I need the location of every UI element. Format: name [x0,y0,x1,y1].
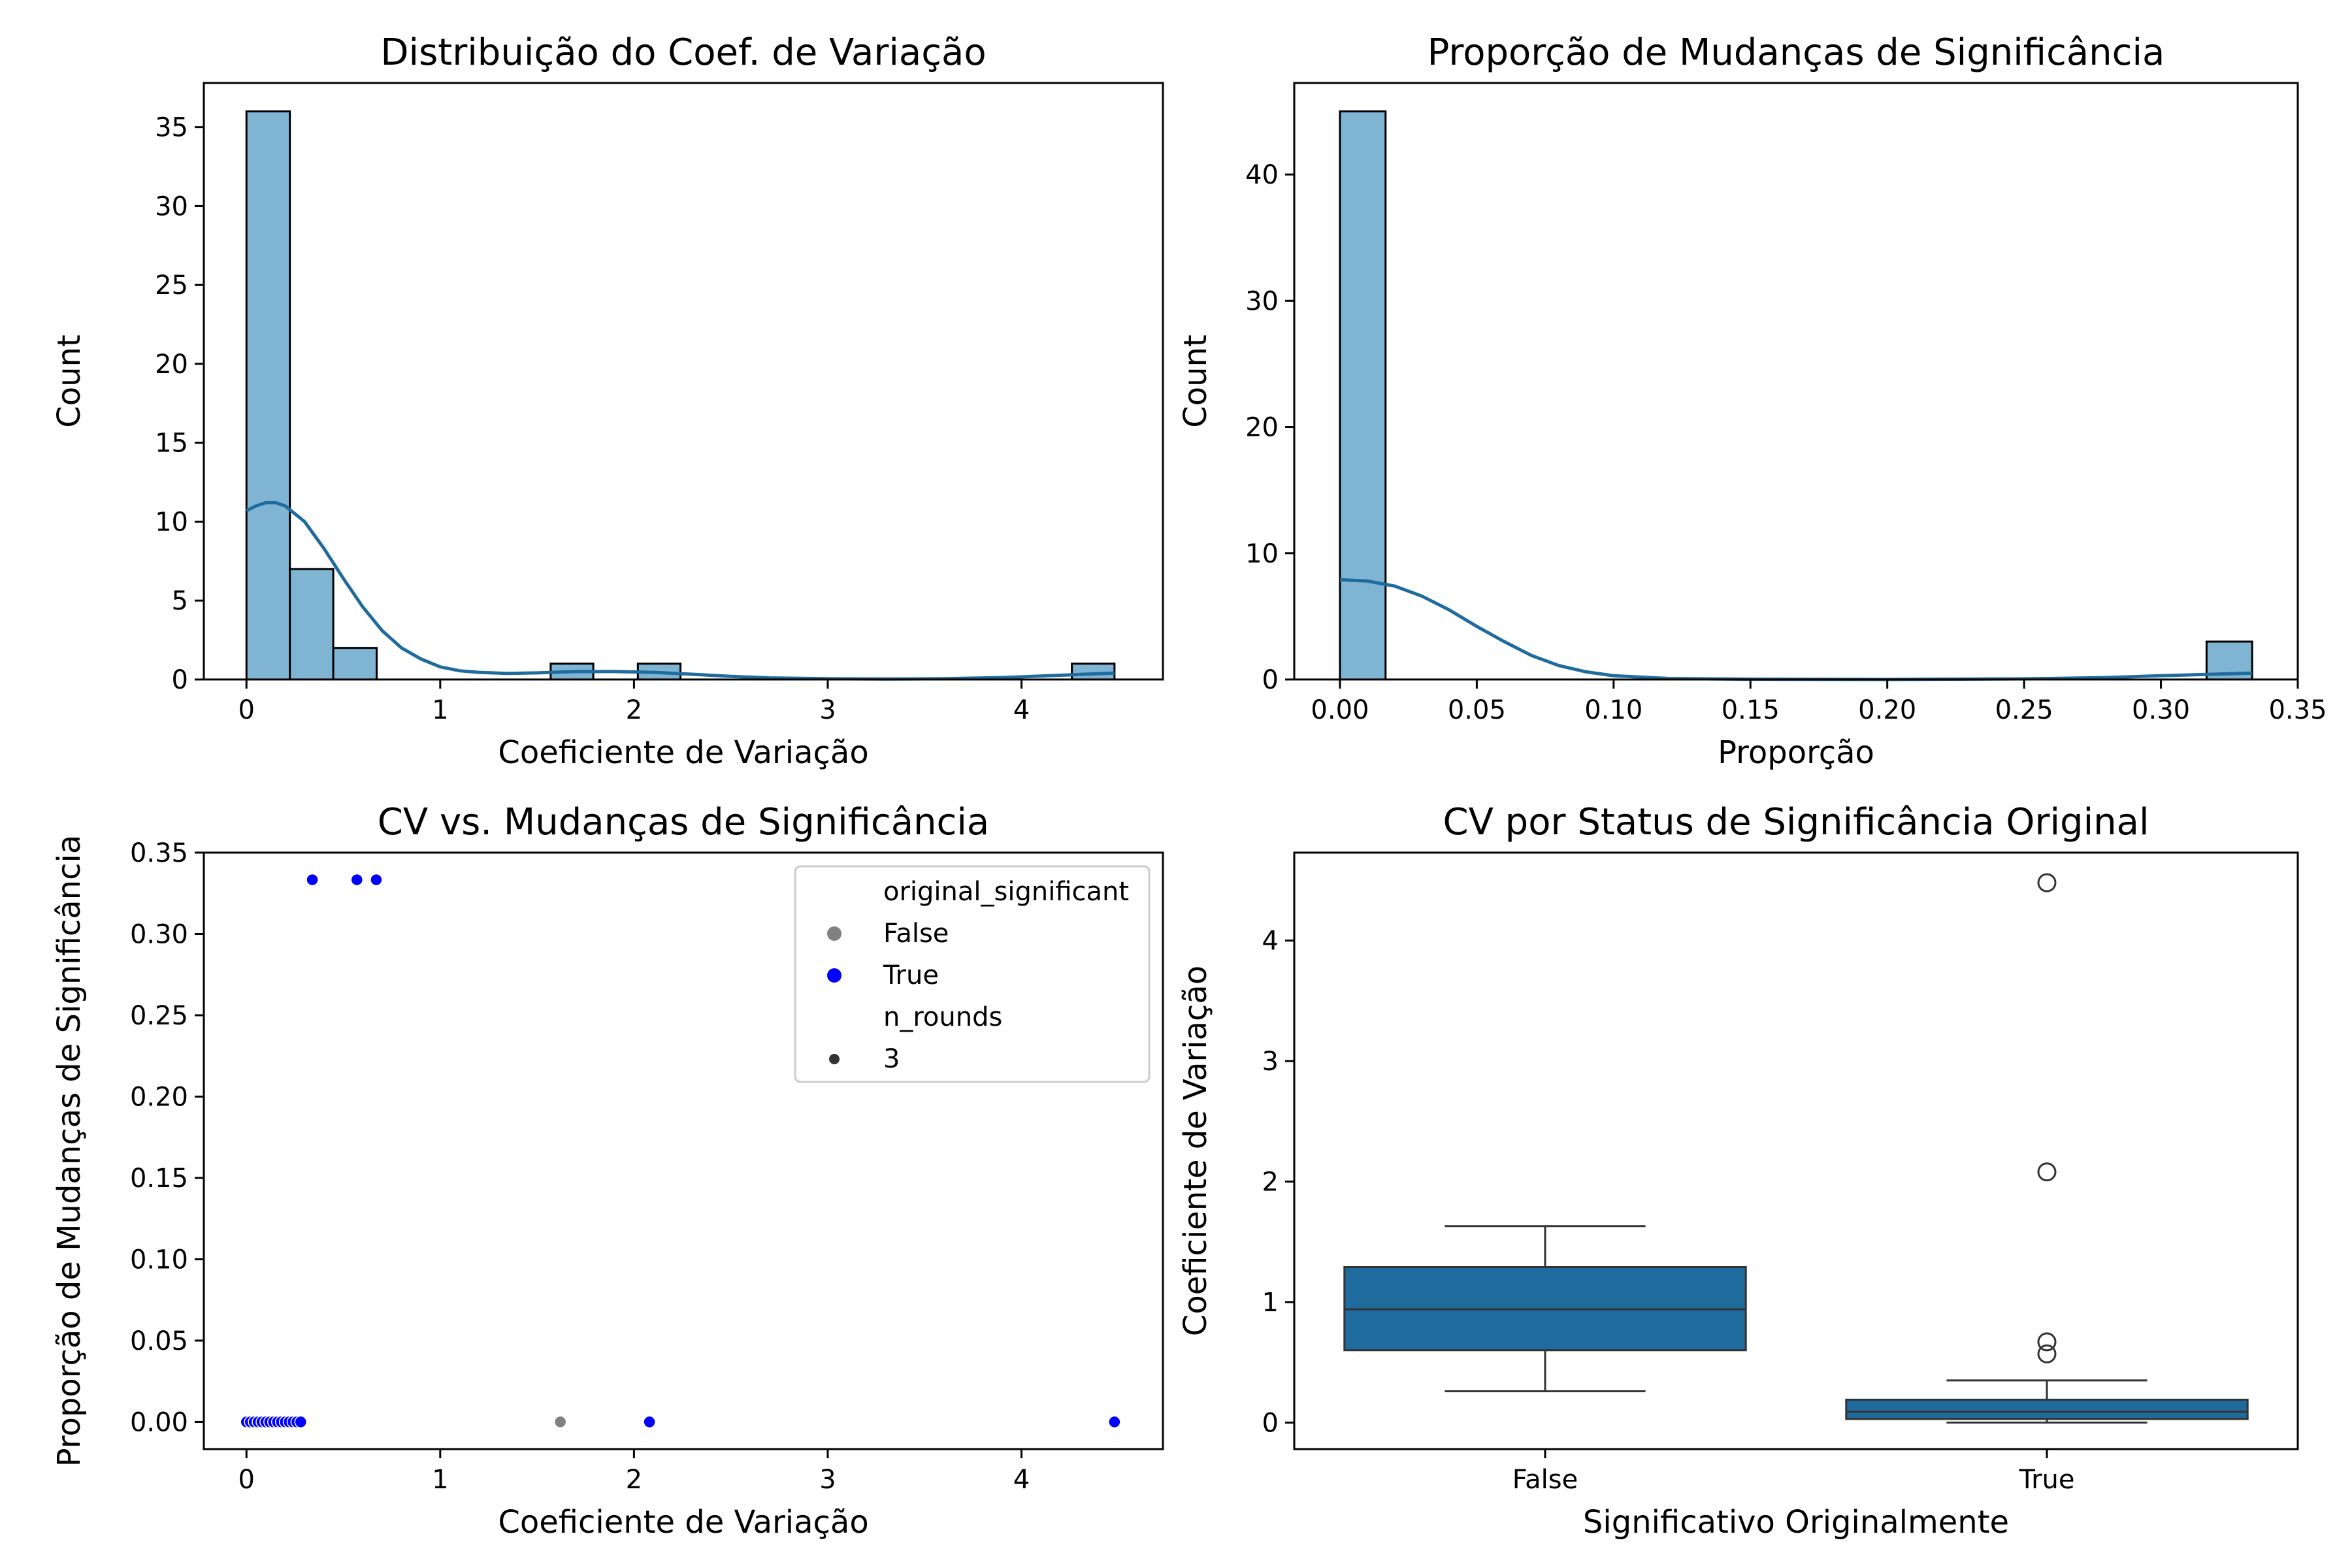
x-tick-label: 0.25 [1995,695,2053,725]
chart-title: CV vs. Mudanças de Significância [378,801,989,843]
x-tick-label: 0.00 [1311,695,1369,725]
x-tick-label: 0 [238,1465,255,1495]
x-tick-label: 0.20 [1858,695,1916,725]
x-tick-label: 0.35 [2268,695,2327,725]
y-tick-label: 20 [155,350,188,380]
x-tick-label: 4 [1013,1465,1030,1495]
legend-label: False [883,919,949,949]
x-tick-label: 1 [432,1465,448,1495]
scatter-point [643,1415,656,1429]
scatter-panel: 0 1 2 3 4 0.00 0.05 0.10 0.15 0.20 0.25 0.30 0.35 CV … [51,801,1164,1541]
plot-frame [203,82,1164,681]
y-tick-label: 2 [1262,1168,1279,1198]
y-tick-label: 0.20 [130,1082,188,1112]
legend-title-size: n_rounds [883,1002,1002,1032]
y-axis-label: Coeficiente de Variação [1177,966,1214,1336]
y-tick-label: 15 [155,429,188,459]
histogram-bar [1071,662,1116,681]
plot-frame [203,851,1164,1450]
histogram-panel-2: 0.00 0.05 0.10 0.15 0.20 0.25 0.30 0.35 0 10 20 30 4… [1177,31,2327,771]
y-tick-label: 35 [155,113,188,143]
legend-marker [829,1054,840,1064]
y-tick-label: 25 [155,270,188,301]
y-tick-label: 0.25 [130,1001,188,1031]
y-tick-label: 1 [1262,1288,1279,1318]
x-axis-label: Coeficiente de Variação [498,734,868,771]
y-tick-label: 5 [172,586,188,616]
y-axis-label: Count [1177,335,1214,428]
histogram-panel-1: 0 1 2 3 4 0 5 10 15 20 25 30 35 Distribuição do Coef.… [51,31,1164,771]
outlier-point [2037,873,2057,892]
y-axis-label: Proporção de Mudanças de Significância [51,835,88,1467]
x-tick-label: 0 [238,695,255,725]
x-tick-label: True [2019,1465,2075,1495]
x-axis-label: Significativo Originalmente [1583,1504,2009,1541]
histogram-bar [245,110,291,681]
histogram-bar [1339,110,1387,681]
y-tick-label: 20 [1245,413,1279,443]
legend-marker [827,968,841,983]
y-tick-label: 0.35 [130,838,188,868]
legend: original_significant False True n_rounds 3 [794,865,1151,1083]
plot-frame [1293,851,2299,1450]
y-tick-label: 0.05 [130,1326,188,1356]
box-false [1343,1225,1747,1392]
kde-curve [1339,578,2253,681]
y-tick-label: 0.15 [130,1164,188,1194]
scatter-point [553,1415,567,1429]
box-iqr [1845,1398,2249,1420]
x-tick-label: 3 [819,1465,836,1495]
y-tick-label: 40 [1245,160,1279,190]
legend-box [794,865,1151,1083]
outlier-point [2037,1332,2057,1352]
histogram-bar [332,647,378,681]
x-tick-label: 0.10 [1584,695,1642,725]
y-tick-label: 4 [1262,926,1279,956]
legend-marker [827,926,841,941]
scatter-point [306,873,319,887]
x-tick-label: 4 [1013,695,1030,725]
x-tick-label: 2 [626,1465,642,1495]
outlier-point [2037,1162,2057,1182]
legend-title-hue: original_significant [883,877,1129,907]
chart-title: Proporção de Mudanças de Significância [1428,31,2165,74]
x-tick-label: 0.05 [1448,695,1506,725]
chart-title: CV por Status de Significância Original [1443,801,2149,843]
chart-title: Distribuição do Coef. de Variação [380,31,986,74]
box-true [1845,873,2249,1424]
outlier-point [2037,1344,2057,1364]
x-tick-label: 0.30 [2132,695,2190,725]
x-tick-label: 3 [819,695,836,725]
y-tick-label: 30 [155,191,188,221]
boxplot-panel: False True 0 1 2 3 4 CV por Status de Significâ… [1177,801,2299,1541]
x-tick-label: 0.15 [1722,695,1780,725]
y-tick-label: 3 [1262,1047,1279,1077]
x-axis-label: Coeficiente de Variação [498,1504,868,1541]
legend-label: True [883,960,939,990]
x-tick-label: 1 [432,695,448,725]
x-tick-label: 2 [626,695,642,725]
y-tick-label: 0 [1262,665,1279,695]
legend-label: 3 [883,1044,900,1074]
scatter-point [294,1415,308,1429]
y-axis-label: Count [51,335,88,428]
y-tick-label: 0 [172,665,188,695]
plot-frame [1293,82,2299,681]
y-tick-label: 0.00 [130,1407,188,1437]
scatter-point [1108,1415,1121,1429]
histogram-bar [289,568,335,681]
y-tick-label: 10 [1245,539,1279,569]
y-tick-label: 0 [1262,1408,1279,1438]
x-axis-label: Proporção [1718,734,1874,771]
y-tick-label: 0.30 [130,919,188,949]
y-tick-label: 0.10 [130,1245,188,1275]
x-tick-label: False [1512,1465,1578,1495]
y-tick-label: 30 [1245,286,1279,316]
scatter-point [370,873,383,887]
scatter-point [350,873,364,887]
y-tick-label: 10 [155,507,188,537]
